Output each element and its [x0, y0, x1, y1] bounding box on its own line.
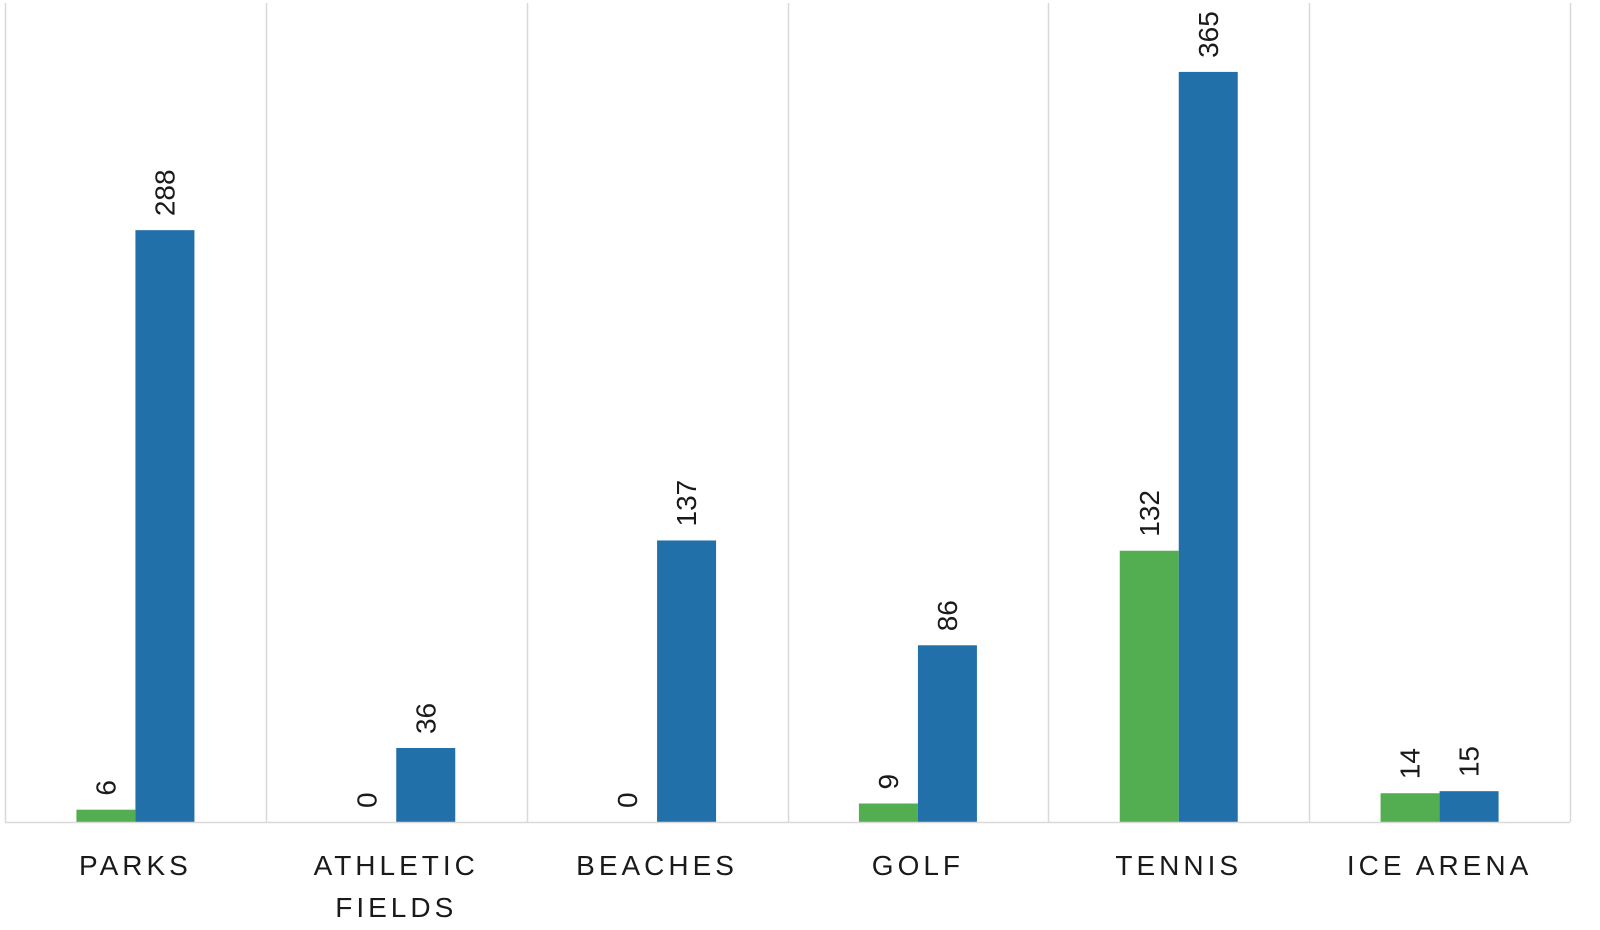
category-label-4-line-1: GOLF [872, 850, 964, 881]
category-label-6: ICE ARENA [1347, 850, 1532, 881]
data-label-series2-cat2: 36 [410, 703, 441, 734]
category-label-5-line-1: TENNIS [1115, 850, 1242, 881]
category-label-2: ATHLETIC FIELDS [314, 850, 479, 923]
category-label-3-line-1: BEACHES [576, 850, 738, 881]
category-label-5: TENNIS [1115, 850, 1242, 881]
bar-series2-cat4 [917, 645, 977, 822]
data-label-series2-cat4: 86 [932, 600, 963, 631]
data-label-series1-cat6: 14 [1395, 748, 1426, 779]
grid-lines [4, 3, 1572, 822]
category-label-3: BEACHES [576, 850, 738, 881]
category-label-1-line-1: PARKS [79, 850, 192, 881]
bar-series1-cat6 [1380, 793, 1440, 822]
bar-series2-cat3 [657, 540, 717, 822]
bar-series1-cat5 [1119, 550, 1179, 822]
data-label-series1-cat1: 6 [90, 780, 121, 796]
data-label-series2-cat5: 365 [1193, 11, 1224, 58]
data-label-series2-cat1: 288 [149, 169, 180, 216]
data-label-series1-cat3: 0 [612, 792, 643, 808]
data-labels: 6 288 0 36 0 137 9 86 132 365 14 15 [90, 11, 1484, 808]
data-label-series1-cat2: 0 [351, 792, 382, 808]
data-label-series2-cat6: 15 [1454, 746, 1485, 777]
bar-series2-cat2 [396, 748, 456, 822]
bar-series1-cat1 [76, 809, 136, 822]
data-label-series1-cat5: 132 [1134, 490, 1165, 537]
bar-series2-cat6 [1439, 791, 1499, 822]
category-label-1: PARKS [79, 850, 192, 881]
category-label-4: GOLF [872, 850, 964, 881]
data-label-series1-cat4: 9 [873, 774, 904, 790]
bars [76, 71, 1499, 823]
category-label-6-line-1: ICE ARENA [1347, 850, 1532, 881]
category-labels: PARKS ATHLETIC FIELDS BEACHES GOLF TENNIS ICE … [79, 850, 1532, 923]
category-label-2-line-1: ATHLETIC [314, 850, 479, 881]
bar-series2-cat5 [1178, 71, 1238, 823]
data-label-series2-cat3: 137 [671, 480, 702, 527]
bar-series1-cat4 [858, 803, 918, 822]
category-label-2-line-2: FIELDS [335, 892, 457, 923]
bar-series2-cat1 [135, 230, 195, 822]
